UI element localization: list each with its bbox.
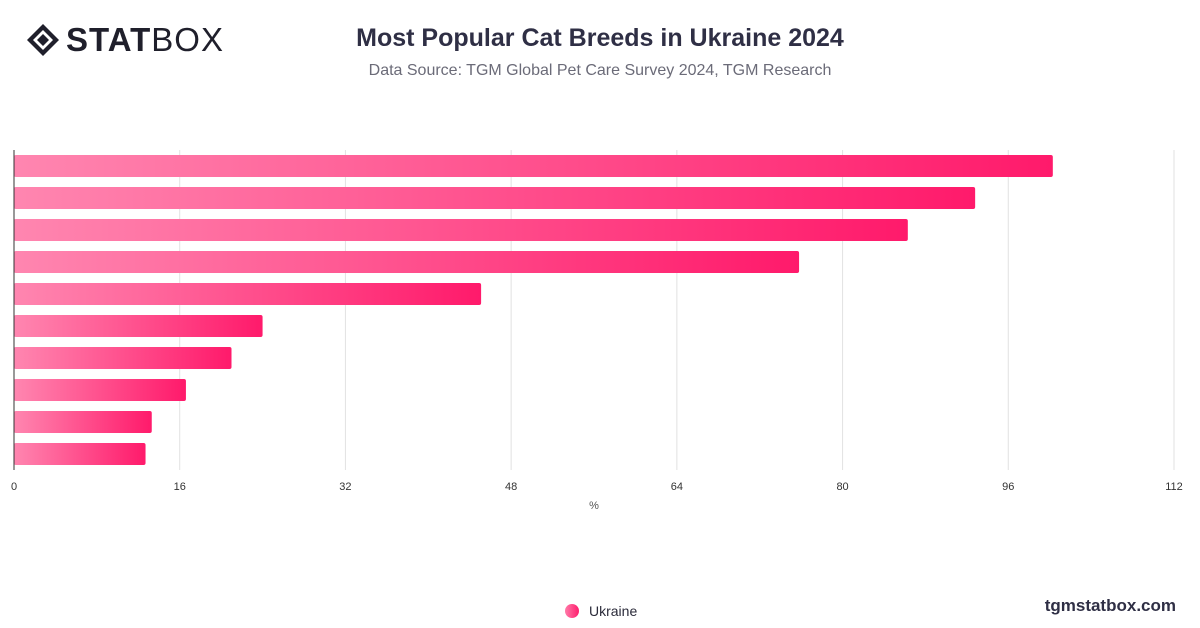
statbox-diamond-icon [27, 24, 59, 56]
bar[interactable] [14, 315, 263, 337]
x-tick-label: 16 [174, 481, 186, 493]
grid-lines [179, 150, 1175, 470]
bar[interactable] [14, 379, 186, 401]
x-tick-label: 112 [1165, 481, 1183, 493]
x-tick-label: 0 [11, 481, 17, 493]
logo-text-light: BOX [151, 21, 224, 58]
x-axis-ticks: 0 16 32 48 64 80 96 112 [11, 481, 1183, 493]
bar[interactable] [14, 411, 152, 433]
chart-subtitle: Data Source: TGM Global Pet Care Survey … [368, 62, 832, 79]
bar[interactable] [14, 155, 1053, 177]
x-tick-label: 48 [505, 481, 517, 493]
bar[interactable] [14, 187, 976, 209]
footer-site: tgmstatbox.com [1044, 596, 1176, 615]
x-tick-label: 80 [836, 481, 848, 493]
bar[interactable] [14, 347, 232, 369]
x-tick-label: 64 [671, 481, 683, 493]
x-tick-label: 96 [1002, 481, 1014, 493]
legend-label: Ukraine [589, 603, 638, 619]
legend-marker-icon [565, 604, 579, 618]
bars [14, 155, 1053, 465]
bar[interactable] [14, 283, 482, 305]
bar[interactable] [14, 251, 800, 273]
x-tick-label: 32 [339, 481, 351, 493]
logo-text: STATBOX [66, 22, 224, 58]
chart-title: Most Popular Cat Breeds in Ukraine 2024 [356, 24, 844, 52]
bar[interactable] [14, 219, 908, 241]
x-axis-label: % [589, 500, 599, 512]
statbox-logo: STATBOX [26, 22, 224, 58]
chart-legend[interactable]: Ukraine [565, 603, 637, 619]
logo-text-bold: STAT [66, 21, 152, 58]
bar[interactable] [14, 443, 146, 465]
